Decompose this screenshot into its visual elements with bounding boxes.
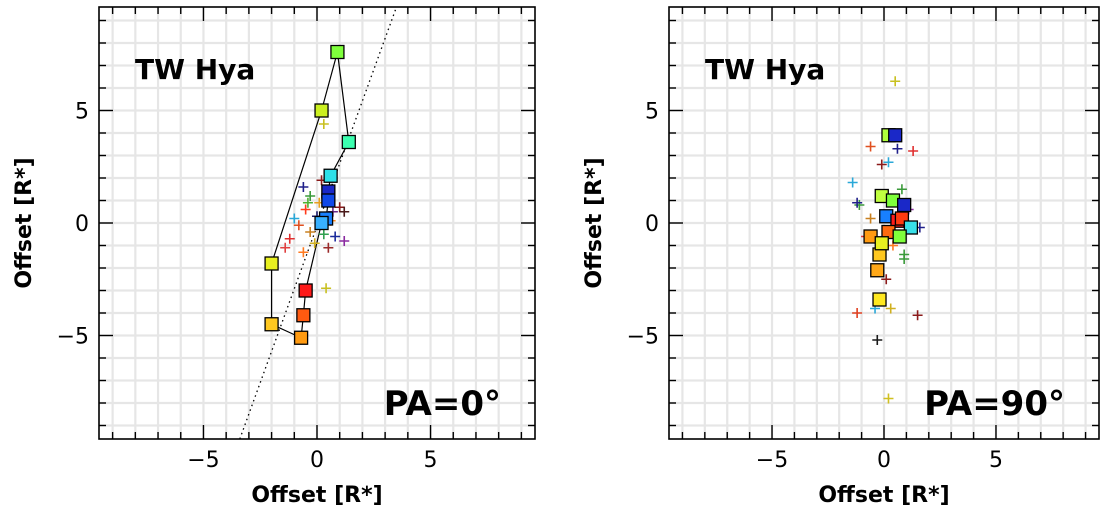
square-point: [341, 134, 356, 150]
cross-point: [293, 220, 304, 231]
cross-point: [339, 206, 350, 217]
cross-point: [318, 229, 329, 240]
cross-point: [318, 119, 329, 129]
cross-point: [885, 303, 896, 314]
y-axis-label: Offset [R*]: [582, 157, 607, 288]
square-point: [903, 220, 919, 235]
cross-point: [334, 202, 345, 213]
y-tick-label: −5: [57, 325, 89, 350]
square-point: [870, 263, 885, 278]
y-tick-label: 5: [75, 100, 89, 125]
square-point: [298, 283, 313, 298]
cross-point: [854, 200, 865, 210]
cross-point: [865, 213, 876, 224]
position-angle-label: PA=90°: [924, 384, 1065, 424]
cross-point: [302, 197, 313, 208]
cross-point: [912, 310, 923, 321]
panel-pa90: −5 0 5 −5 0 5 TW Hya PA=90° Offset [R*] …: [582, 6, 1100, 508]
position-angle-label: PA=0°: [384, 384, 501, 424]
cross-point: [289, 213, 300, 224]
cross-point: [847, 177, 858, 188]
square-point: [897, 197, 912, 213]
square-markers: [264, 44, 356, 345]
cross-markers: [847, 76, 925, 404]
square-markers: [863, 128, 919, 307]
square-point: [296, 308, 311, 323]
axis-ticks: [99, 7, 535, 439]
x-axis-label: Offset [R*]: [818, 483, 949, 508]
cross-point: [298, 182, 309, 192]
x-tick-label: 0: [877, 448, 891, 473]
y-tick-label: 5: [645, 100, 659, 125]
square-point: [264, 317, 279, 332]
cross-point: [280, 242, 291, 253]
cross-point: [865, 141, 876, 152]
x-tick-label: −5: [756, 448, 788, 473]
x-tick-label: 0: [310, 448, 324, 473]
cross-point: [305, 191, 316, 201]
cross-point: [872, 335, 883, 345]
cross-point: [323, 242, 334, 253]
cross-point: [883, 393, 894, 404]
cross-point: [876, 159, 887, 170]
x-tick-label: −5: [187, 448, 219, 473]
y-tick-label: 0: [75, 212, 89, 237]
cross-markers: [280, 119, 350, 294]
square-point: [330, 44, 345, 60]
square-point: [892, 229, 907, 244]
cross-point: [883, 157, 894, 168]
cross-point: [890, 76, 901, 87]
axis-ticks: [669, 7, 1099, 439]
cross-point: [305, 227, 316, 237]
cross-point: [321, 283, 332, 294]
cross-point: [309, 238, 320, 249]
cross-point: [899, 254, 910, 264]
y-tick-label: 0: [645, 212, 659, 237]
panel-title: TW Hya: [705, 53, 825, 86]
square-point: [872, 292, 887, 307]
square-point: [323, 168, 338, 183]
cross-point: [881, 274, 892, 285]
square-point: [874, 236, 889, 251]
y-tick-label: −5: [627, 325, 659, 350]
cross-point: [852, 308, 863, 318]
cross-point: [298, 247, 309, 258]
cross-point: [284, 233, 295, 244]
cross-point: [300, 204, 311, 215]
panel-pa0: −5 0 5 −5 0 5 TW Hya PA=0° Offset [R*] O…: [12, 6, 536, 508]
cross-point: [852, 197, 863, 208]
square-point: [264, 256, 279, 271]
y-axis-label: Offset [R*]: [12, 157, 37, 288]
cross-point: [892, 143, 903, 154]
square-point: [888, 128, 903, 143]
square-point: [321, 193, 336, 208]
cross-point: [339, 236, 350, 246]
square-point: [314, 215, 329, 231]
square-point: [314, 103, 329, 118]
cross-point: [896, 184, 907, 195]
x-axis-label: Offset [R*]: [251, 483, 382, 508]
cross-point: [908, 146, 919, 156]
grid: [99, 7, 535, 439]
cross-point: [330, 231, 341, 242]
x-tick-label: 5: [989, 448, 1003, 473]
x-tick-label: 5: [424, 448, 438, 473]
square-point: [293, 330, 309, 345]
panel-title: TW Hya: [135, 53, 255, 86]
